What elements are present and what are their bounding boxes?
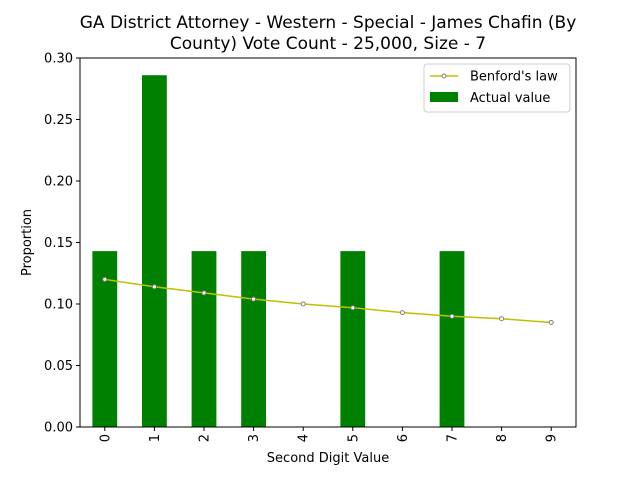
x-tick-label: 2 bbox=[198, 434, 213, 442]
x-axis: 0 1 2 3 4 5 6 7 8 9 bbox=[98, 427, 560, 442]
benford-point-9 bbox=[548, 319, 554, 325]
y-tick-label: 0.25 bbox=[44, 113, 73, 128]
benford-point-4 bbox=[300, 301, 306, 307]
benford-line-series bbox=[102, 276, 554, 325]
bar-digit-2 bbox=[191, 251, 217, 427]
legend-frame bbox=[423, 63, 571, 113]
benford-point-0 bbox=[102, 276, 108, 282]
y-tick-label: 0.15 bbox=[44, 236, 73, 251]
x-tick-label: 7 bbox=[446, 434, 461, 442]
chart-title-line-1: GA District Attorney - Western - Special… bbox=[80, 13, 577, 33]
benford-point-2 bbox=[201, 290, 207, 296]
plot-frame bbox=[79, 57, 577, 428]
benford-line bbox=[104, 278, 552, 324]
y-tick-label: 0.30 bbox=[44, 52, 73, 67]
bar-digit-5 bbox=[340, 251, 366, 427]
benford-point-3 bbox=[251, 296, 257, 302]
legend-label-benford: Benford's law bbox=[470, 70, 558, 85]
benford-point-1 bbox=[151, 284, 157, 290]
benford-point-5 bbox=[350, 305, 356, 311]
x-tick-label: 3 bbox=[247, 434, 262, 442]
y-axis: 0.00 0.05 0.10 0.15 0.20 0.25 0.30 bbox=[44, 52, 80, 436]
benford-point-8 bbox=[499, 316, 505, 322]
y-tick-label: 0.10 bbox=[44, 298, 73, 313]
legend-line-marker bbox=[441, 73, 447, 79]
y-axis-label: Proportion bbox=[20, 209, 35, 276]
chart-title-line-2: County) Vote Count - 25,000, Size - 7 bbox=[170, 34, 486, 54]
y-tick-label: 0.00 bbox=[44, 421, 73, 436]
benford-point-6 bbox=[399, 310, 405, 316]
x-tick-label: 6 bbox=[396, 434, 411, 442]
bar-digit-7 bbox=[439, 251, 465, 427]
y-tick-label: 0.05 bbox=[44, 359, 73, 374]
x-tick-label: 8 bbox=[495, 434, 510, 442]
x-tick-label: 0 bbox=[98, 434, 113, 442]
x-tick-label: 1 bbox=[148, 434, 163, 442]
x-tick-label: 5 bbox=[346, 434, 361, 442]
legend-label-actual: Actual value bbox=[470, 91, 550, 106]
x-tick-label: 9 bbox=[545, 434, 560, 442]
bar-digit-1 bbox=[142, 75, 167, 427]
y-tick-label: 0.20 bbox=[44, 175, 73, 190]
x-axis-label: Second Digit Value bbox=[267, 451, 389, 466]
legend: Benford's law Actual value bbox=[423, 63, 571, 113]
bar-series bbox=[92, 75, 465, 427]
legend-bar-swatch bbox=[430, 92, 458, 102]
bar-digit-3 bbox=[241, 251, 266, 427]
x-tick-label: 4 bbox=[297, 434, 312, 442]
benford-point-7 bbox=[449, 313, 455, 319]
